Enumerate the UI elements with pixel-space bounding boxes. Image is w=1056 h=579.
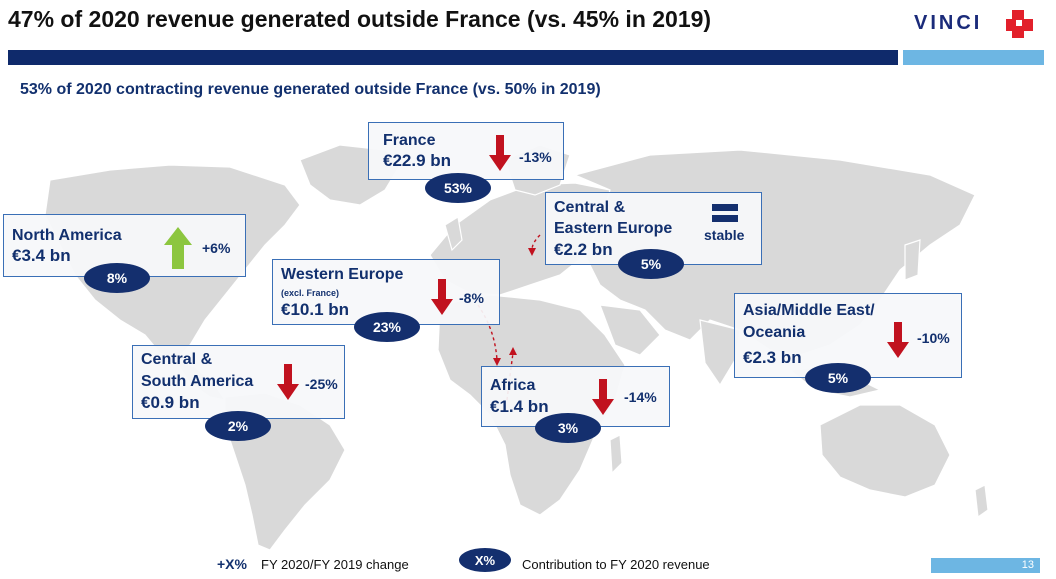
france-change: -13%: [519, 149, 552, 165]
page-number: 13: [931, 558, 1040, 573]
ce-europe-stable-icon: [712, 204, 738, 222]
ce-europe-share-badge: 5%: [618, 249, 684, 279]
connector-france-head: [493, 358, 501, 366]
africa-change: -14%: [624, 389, 657, 405]
ce-europe-amount: €2.2 bn: [554, 240, 613, 259]
north-america-change: +6%: [202, 240, 231, 256]
australia-shape: [819, 404, 951, 498]
western-europe-amount: €10.1 bn: [281, 300, 350, 319]
ce-europe-change: stable: [704, 227, 745, 243]
western-europe-box: Western Europe (excl. France) €10.1 bn -…: [272, 259, 500, 325]
western-europe-note: (excl. France): [281, 288, 340, 298]
cs-america-name-line1: Central &: [141, 351, 213, 368]
africa-down-arrow-icon: [592, 379, 614, 415]
africa-share-badge: 3%: [535, 413, 601, 443]
france-box: France €22.9 bn -13%: [368, 122, 564, 180]
header-bar-dark: [8, 50, 898, 65]
france-share-badge: 53%: [425, 173, 491, 203]
north-america-share-badge: 8%: [84, 263, 150, 293]
north-america-amount: €3.4 bn: [12, 246, 71, 265]
cs-america-box: Central & South America €0.9 bn -25%: [132, 345, 345, 419]
western-europe-down-arrow-icon: [431, 279, 453, 315]
connector-ce-europe: [531, 234, 541, 251]
france-name: France: [383, 132, 436, 149]
india-shape: [699, 319, 741, 387]
asia-name-line1: Asia/Middle East/: [743, 302, 875, 319]
page-subtitle: 53% of 2020 contracting revenue generate…: [20, 81, 601, 98]
north-america-name: North America: [12, 227, 122, 244]
france-amount: €22.9 bn: [383, 151, 452, 170]
ce-europe-name-line2: Eastern Europe: [554, 220, 673, 237]
new-zealand-shape: [974, 484, 989, 519]
cs-america-share-badge: 2%: [205, 411, 271, 441]
africa-amount: €1.4 bn: [490, 397, 549, 416]
north-america-up-arrow-icon: [164, 227, 192, 269]
cs-america-amount: €0.9 bn: [141, 393, 200, 412]
vinci-logo: VINCI: [914, 6, 1044, 40]
japan-shape: [904, 239, 921, 281]
uk-shape: [444, 216, 463, 252]
madagascar-shape: [609, 434, 623, 475]
cs-america-down-arrow-icon: [277, 364, 299, 400]
vinci-logo-mark-icon: [1006, 10, 1033, 38]
page-title: 47% of 2020 revenue generated outside Fr…: [8, 6, 712, 32]
connector-ce-europe-head: [528, 248, 536, 256]
legend-change-symbol: +X%: [217, 556, 247, 572]
cs-america-change: -25%: [305, 376, 338, 392]
asia-change: -10%: [917, 330, 950, 346]
legend-change-label: FY 2020/FY 2019 change: [261, 557, 409, 572]
asia-share-badge: 5%: [805, 363, 871, 393]
asia-amount: €2.3 bn: [743, 348, 802, 367]
western-europe-name: Western Europe: [281, 266, 404, 283]
africa-name: Africa: [490, 377, 536, 394]
france-down-arrow-icon: [489, 135, 511, 171]
header-bar-light: [903, 50, 1044, 65]
logo-text: VINCI: [914, 12, 983, 34]
arabia-shape: [599, 304, 661, 356]
cs-america-name-line2: South America: [141, 373, 254, 390]
asia-down-arrow-icon: [887, 322, 909, 358]
legend-share-label: Contribution to FY 2020 revenue: [522, 557, 710, 572]
western-europe-change: -8%: [459, 290, 484, 306]
asia-name-line2: Oceania: [743, 324, 806, 341]
legend-share-badge: X%: [459, 548, 511, 572]
connector-western-europe-head: [509, 347, 517, 355]
ce-europe-name-line1: Central &: [554, 199, 626, 216]
western-europe-share-badge: 23%: [354, 312, 420, 342]
